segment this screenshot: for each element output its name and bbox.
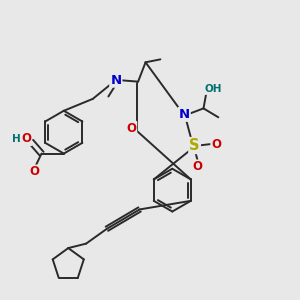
Text: OH: OH [204, 84, 222, 94]
Text: H: H [13, 134, 21, 144]
Text: O: O [126, 122, 136, 135]
Text: N: N [178, 108, 190, 121]
Text: O: O [211, 138, 221, 151]
Text: O: O [21, 132, 31, 145]
Text: S: S [189, 138, 200, 153]
Text: O: O [193, 160, 202, 173]
Text: O: O [29, 166, 39, 178]
Text: N: N [110, 74, 122, 87]
